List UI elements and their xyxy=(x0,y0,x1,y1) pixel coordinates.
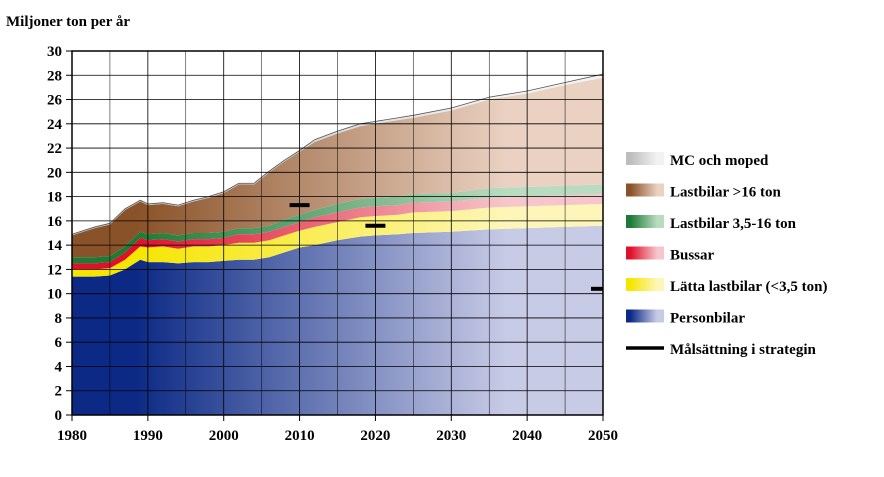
y-tick-label: 4 xyxy=(55,359,63,375)
y-tick-label: 30 xyxy=(47,44,62,60)
y-tick-label: 10 xyxy=(47,287,62,303)
plot-frame xyxy=(71,50,604,416)
series-bussar-area xyxy=(72,194,603,270)
legend-swatch xyxy=(626,152,664,165)
legend-label: Lastbilar >16 ton xyxy=(670,185,781,201)
legend-label: Lätta lastbilar (<3,5 ton) xyxy=(670,279,827,295)
x-tick-label: 2040 xyxy=(512,428,542,444)
y-tick-label: 0 xyxy=(55,408,63,424)
legend-label: MC och moped xyxy=(670,153,769,169)
y-axis-title: Miljoner ton per år xyxy=(6,14,130,30)
x-tick-label: 2010 xyxy=(285,428,315,444)
y-tick-label: 12 xyxy=(47,262,62,278)
legend-swatch xyxy=(626,215,664,228)
y-tick-label: 28 xyxy=(47,68,62,84)
y-tick-label: 20 xyxy=(47,165,62,181)
series-lastbilar-3-5-16-ton-area xyxy=(72,184,603,264)
legend-swatch xyxy=(626,183,664,197)
stack-top-outline xyxy=(71,73,604,235)
y-tick-label: 22 xyxy=(47,141,62,157)
y-tick-label: 24 xyxy=(47,117,63,133)
legend-label: Bussar xyxy=(670,248,715,264)
legend-swatch xyxy=(626,278,664,291)
x-tick-label: 1990 xyxy=(133,428,163,444)
x-tick-label: 1980 xyxy=(57,428,87,444)
x-tick-label: 2020 xyxy=(360,428,390,444)
x-tick-label: 2050 xyxy=(588,428,618,444)
y-tick-label: 6 xyxy=(55,335,63,351)
x-tick-label: 2030 xyxy=(436,428,466,444)
y-tick-label: 18 xyxy=(47,190,62,206)
x-tick-label: 2000 xyxy=(209,428,239,444)
y-tick-label: 14 xyxy=(47,238,63,254)
legend-swatch xyxy=(626,309,664,323)
legend-label: Lastbilar 3,5-16 ton xyxy=(670,216,797,232)
y-tick-label: 26 xyxy=(47,93,63,109)
y-tick-label: 16 xyxy=(47,214,63,230)
legend-target-label: Målsättning i strategin xyxy=(670,342,816,358)
y-tick-label: 2 xyxy=(55,384,63,400)
legend-label: Personbilar xyxy=(670,311,745,327)
y-tick-label: 8 xyxy=(55,311,63,327)
legend-swatch xyxy=(626,246,664,260)
